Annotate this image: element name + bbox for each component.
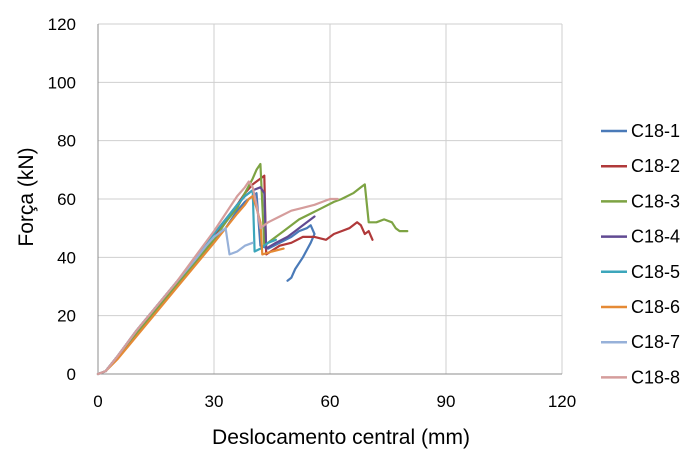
y-tick-label: 80 [57, 132, 76, 151]
legend: C18-1 C18-2 C18-3 C18-4 C18-5 C18-6 C18-7 C18-8 [601, 121, 680, 387]
series-lines [96, 162, 409, 376]
y-tick-labels: 0 20 40 60 80 100 120 [48, 15, 76, 384]
y-tick-label: 100 [48, 73, 76, 92]
y-tick-label: 0 [67, 365, 76, 384]
x-tick-label: 90 [437, 392, 456, 411]
legend-label: C18-4 [631, 227, 680, 247]
legend-label: C18-1 [631, 121, 680, 141]
x-tick-label: 0 [93, 392, 102, 411]
series-line-c18-3 [96, 162, 409, 376]
legend-label: C18-3 [631, 191, 680, 211]
legend-label: C18-5 [631, 262, 680, 282]
y-tick-label: 20 [57, 307, 76, 326]
legend-label: C18-6 [631, 297, 680, 317]
legend-label: C18-7 [631, 332, 680, 352]
y-tick-label: 60 [57, 190, 76, 209]
y-tick-label: 40 [57, 248, 76, 267]
x-tick-labels: 0 30 60 90 120 [93, 392, 576, 411]
y-tick-label: 120 [48, 15, 76, 34]
gridlines [98, 23, 563, 374]
axes [97, 24, 562, 375]
x-tick-label: 120 [548, 392, 576, 411]
series-line-c18-8 [96, 180, 339, 376]
x-tick-label: 30 [205, 392, 224, 411]
x-tick-label: 60 [321, 392, 340, 411]
y-axis-title: Força (kN) [15, 147, 38, 246]
legend-label: C18-2 [631, 156, 680, 176]
x-axis-title: Deslocamento central (mm) [212, 426, 470, 449]
legend-label: C18-8 [631, 367, 680, 387]
